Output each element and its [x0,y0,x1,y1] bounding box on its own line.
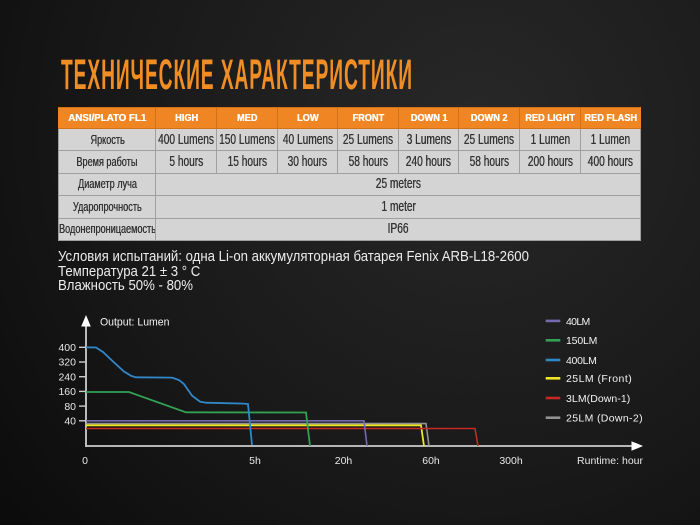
svg-text:160: 160 [58,386,76,398]
svg-text:320: 320 [58,357,76,369]
svg-text:60h: 60h [422,455,440,467]
svg-text:40: 40 [64,416,76,428]
svg-text:Output: Lumen: Output: Lumen [100,317,170,329]
svg-text:25LM (Front): 25LM (Front) [566,373,632,385]
svg-text:150LM: 150LM [566,335,597,347]
svg-text:Runtime: hour: Runtime: hour [577,455,643,467]
svg-text:80: 80 [64,401,76,413]
svg-text:3LM(Down-1): 3LM(Down-1) [566,393,630,405]
svg-text:0: 0 [82,455,88,467]
svg-text:400: 400 [58,342,76,354]
svg-text:20h: 20h [335,455,353,467]
svg-text:240: 240 [58,371,76,383]
svg-text:5h: 5h [249,455,261,467]
svg-text:300h: 300h [499,455,523,467]
svg-text:400LM: 400LM [566,355,597,367]
svg-text:40LM: 40LM [566,316,590,328]
svg-text:25LM (Down-2): 25LM (Down-2) [566,413,643,425]
